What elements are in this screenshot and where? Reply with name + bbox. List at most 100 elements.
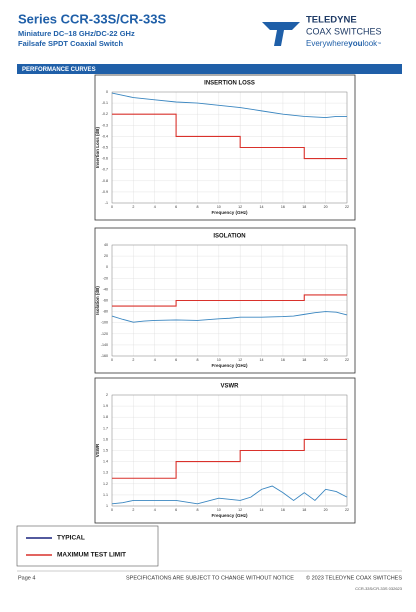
series-line — [111, 92, 347, 118]
series-line — [112, 294, 347, 307]
y-axis-label: Isolation (dB) — [95, 286, 100, 315]
y-tick-label: 20 — [104, 254, 108, 258]
x-tick-label: 10 — [217, 508, 221, 512]
chart: VSWR 2 1.9 1.8 1.7 1.6 1.5 1.4 1.3 1.2 1.1 10 2 4 6 8 10… — [94, 377, 356, 524]
x-tick-label: 14 — [260, 508, 264, 512]
y-tick-label: 1.4 — [103, 460, 108, 464]
x-tick-label: 20 — [324, 508, 328, 512]
x-tick-label: 8 — [196, 508, 198, 512]
x-tick-label: 22 — [345, 205, 349, 209]
chart-title: INSERTION LOSS — [204, 81, 255, 87]
tagline-c: look — [362, 39, 378, 48]
x-tick-label: 22 — [345, 358, 349, 362]
logo-brand: TELEDYNE — [306, 15, 357, 26]
x-axis-label: Frequency (GHz) — [211, 513, 248, 518]
x-tick-label: 22 — [345, 508, 349, 512]
doc-title: Series CCR-33S/CR-33S — [18, 11, 166, 26]
y-tick-label: -0.2 — [102, 112, 108, 116]
x-tick-label: 8 — [196, 205, 198, 209]
x-tick-label: 0 — [111, 205, 113, 209]
logo: TELEDYNE COAX SWITCHES Everywhereyoulook… — [262, 15, 382, 48]
section-title: PERFORMANCE CURVES — [22, 67, 96, 73]
y-tick-label: -160 — [101, 354, 108, 358]
tagline-a: Everywhere — [306, 39, 349, 48]
x-tick-label: 20 — [324, 358, 328, 362]
y-tick-label: -120 — [101, 332, 108, 336]
series-line — [112, 438, 347, 479]
legend-box — [16, 525, 159, 567]
footer-copyright: © 2023 TELEDYNE COAX SWITCHES — [306, 574, 402, 581]
y-tick-label: -0.4 — [102, 134, 108, 138]
x-tick-label: 6 — [175, 358, 177, 362]
x-tick-label: 0 — [111, 508, 113, 512]
plot-area — [111, 91, 348, 204]
y-tick-label: -0.5 — [102, 145, 108, 149]
x-tick-label: 4 — [154, 508, 156, 512]
y-axis-label: VSWR — [95, 443, 100, 457]
x-tick-label: 0 — [111, 358, 113, 362]
x-tick-label: 14 — [260, 358, 264, 362]
y-tick-label: -20 — [103, 276, 108, 280]
x-tick-label: 16 — [281, 358, 285, 362]
series-line — [111, 311, 348, 323]
x-tick-label: 2 — [132, 205, 134, 209]
chart: ISOLATION40200-20-40-60-80-100-120-140-1… — [94, 227, 356, 374]
section-bar — [17, 64, 402, 74]
y-tick-label: -40 — [103, 287, 108, 291]
x-tick-label: 14 — [260, 205, 264, 209]
y-tick-label: 1.2 — [103, 482, 108, 486]
x-tick-label: 18 — [302, 508, 306, 512]
y-tick-label: 2 — [106, 393, 108, 397]
y-tick-label: -0.9 — [102, 190, 108, 194]
legend-label: MAXIMUM TEST LIMIT — [57, 552, 126, 559]
plot-area — [111, 244, 348, 357]
x-tick-label: 6 — [175, 205, 177, 209]
charts: INSERTION LOSS 0 -0.1 -0.2 -0.3 -0.4 -0.5 -0.6 -… — [94, 74, 356, 524]
y-tick-label: 1.5 — [103, 448, 108, 452]
x-tick-label: 16 — [281, 205, 285, 209]
x-tick-label: 18 — [302, 205, 306, 209]
y-tick-label: -80 — [103, 310, 108, 314]
x-axis-label: Frequency (GHz) — [211, 210, 248, 215]
doc-subtitle: Failsafe SPDT Coaxial Switch — [18, 39, 123, 48]
footer-notice: SPECIFICATIONS ARE SUBJECT TO CHANGE WIT… — [126, 575, 294, 581]
series-line — [112, 113, 347, 160]
y-tick-label: 1 — [106, 504, 108, 508]
x-tick-label: 2 — [132, 508, 134, 512]
footer-page: Page 4 — [18, 575, 35, 581]
y-axis-label: Insertion Loss (dB) — [95, 127, 100, 169]
y-tick-label: 40 — [104, 243, 108, 247]
y-tick-label: -1 — [105, 201, 108, 205]
x-tick-label: 8 — [196, 358, 198, 362]
y-tick-label: -0.3 — [102, 123, 108, 127]
y-tick-label: 0 — [106, 265, 108, 269]
y-tick-label: -100 — [101, 321, 108, 325]
y-tick-label: -140 — [101, 343, 108, 347]
y-tick-label: -0.7 — [102, 168, 108, 172]
chart-title: ISOLATION — [213, 234, 245, 240]
x-tick-label: 18 — [302, 358, 306, 362]
x-axis-label: Frequency (GHz) — [211, 363, 248, 368]
y-tick-label: 1.6 — [103, 437, 108, 441]
y-tick-label: -0.8 — [102, 179, 108, 183]
x-tick-label: 10 — [217, 205, 221, 209]
logo-division: COAX SWITCHES — [306, 26, 382, 36]
chart: INSERTION LOSS 0 -0.1 -0.2 -0.3 -0.4 -0.5 -0.6 -… — [94, 74, 356, 221]
tagline-b: you — [348, 39, 362, 48]
x-tick-label: 2 — [132, 358, 134, 362]
x-tick-label: 12 — [238, 358, 242, 362]
y-tick-label: 1.1 — [103, 493, 108, 497]
y-tick-label: 1.7 — [103, 426, 108, 430]
y-tick-label: 1.9 — [103, 404, 108, 408]
footer-doc-id: CCR-33S/CR-33S 032623 — [355, 586, 403, 591]
y-tick-label: 1.3 — [103, 471, 108, 475]
legend-label: TYPICAL — [57, 535, 85, 542]
chart-title: VSWR — [221, 384, 240, 390]
y-tick-label: -0.6 — [102, 157, 108, 161]
x-tick-label: 4 — [154, 205, 156, 209]
y-tick-label: -60 — [103, 298, 108, 302]
x-tick-label: 16 — [281, 508, 285, 512]
doc-subtitle: Miniature DC–18 GHz/DC-22 GHz — [18, 29, 135, 38]
x-tick-label: 4 — [154, 358, 156, 362]
